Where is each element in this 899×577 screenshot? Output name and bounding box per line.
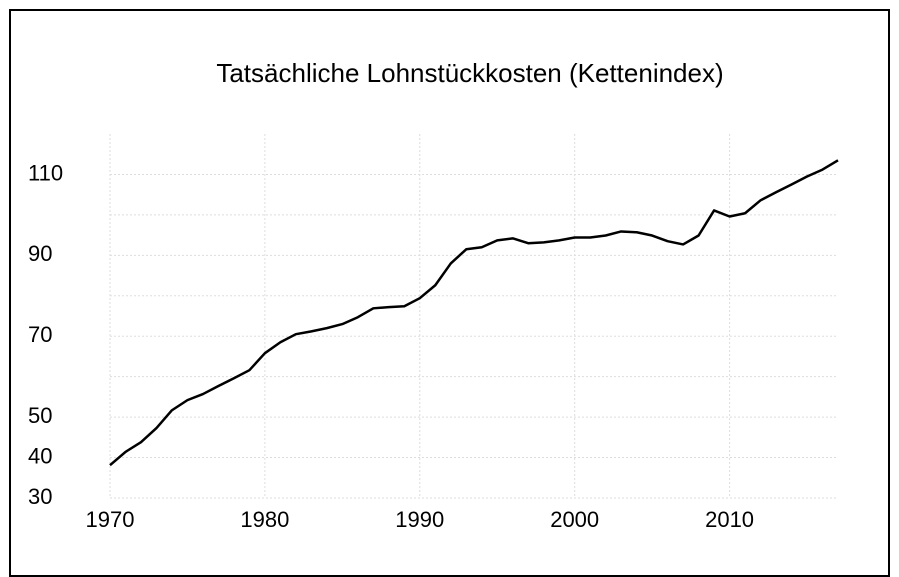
- frame: [9, 9, 890, 577]
- y-tick-label: 110: [28, 160, 63, 185]
- y-tick-label: 50: [28, 403, 52, 428]
- x-tick-label: 2000: [550, 507, 599, 532]
- y-tick-label: 40: [28, 443, 52, 468]
- x-tick-label: 2010: [705, 507, 754, 532]
- x-tick-label: 1970: [86, 507, 135, 532]
- x-tick-label: 1980: [240, 507, 289, 532]
- y-tick-label: 70: [28, 322, 52, 347]
- y-tick-label: 90: [28, 241, 52, 266]
- line-series: [109, 159, 839, 467]
- x-tick-label: 1990: [395, 507, 444, 532]
- y-tick-label: 30: [28, 484, 52, 509]
- chart-title: Tatsächliche Lohnstückkosten (Ketteninde…: [216, 58, 723, 88]
